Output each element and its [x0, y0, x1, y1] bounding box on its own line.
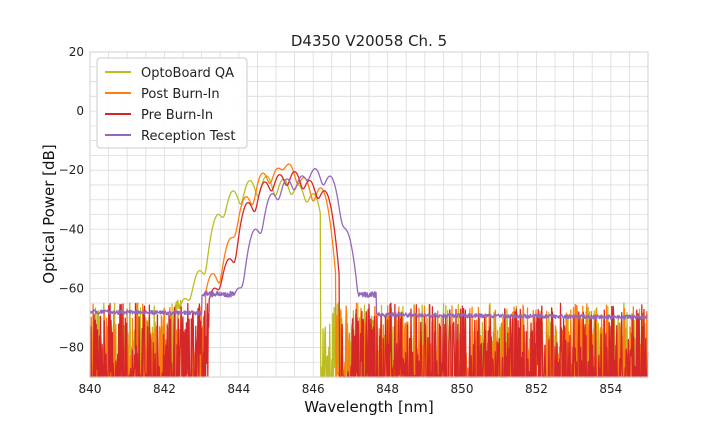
x-tick-label: 842 — [153, 382, 176, 396]
legend-label: Post Burn-In — [141, 87, 220, 102]
y-axis-ticks: 20 0 −20 −40 −60 −80 — [59, 45, 84, 354]
y-tick-label: −20 — [59, 163, 84, 177]
legend-label: Reception Test — [141, 129, 235, 144]
x-tick-label: 852 — [525, 382, 548, 396]
y-axis-title: Optical Power [dB] — [40, 144, 58, 283]
x-axis-ticks: 840 842 844 846 848 850 852 854 — [79, 382, 623, 396]
legend: OptoBoard QA Post Burn-In Pre Burn-In Recep… — [96, 57, 248, 149]
x-tick-label: 844 — [227, 382, 250, 396]
plot-area — [89, 163, 649, 378]
legend-box — [96, 57, 248, 149]
chart-title: D4350 V20058 Ch. 5 — [291, 32, 447, 50]
x-tick-label: 850 — [451, 382, 474, 396]
series-line-reception-test — [89, 167, 649, 320]
y-tick-label: −40 — [59, 222, 84, 236]
plot-frame — [89, 51, 649, 378]
y-tick-label: 20 — [69, 45, 84, 59]
series-line-pre-burn-in — [89, 170, 649, 378]
y-tick-label: −60 — [59, 281, 84, 295]
x-axis-title: Wavelength [nm] — [304, 398, 434, 416]
x-tick-label: 840 — [79, 382, 102, 396]
legend-label: Pre Burn-In — [141, 108, 213, 123]
x-tick-label: 848 — [376, 382, 399, 396]
y-tick-label: −80 — [59, 340, 84, 354]
x-tick-label: 854 — [599, 382, 622, 396]
y-tick-label: 0 — [76, 104, 84, 118]
x-tick-label: 846 — [302, 382, 325, 396]
legend-label: OptoBoard QA — [141, 66, 234, 81]
